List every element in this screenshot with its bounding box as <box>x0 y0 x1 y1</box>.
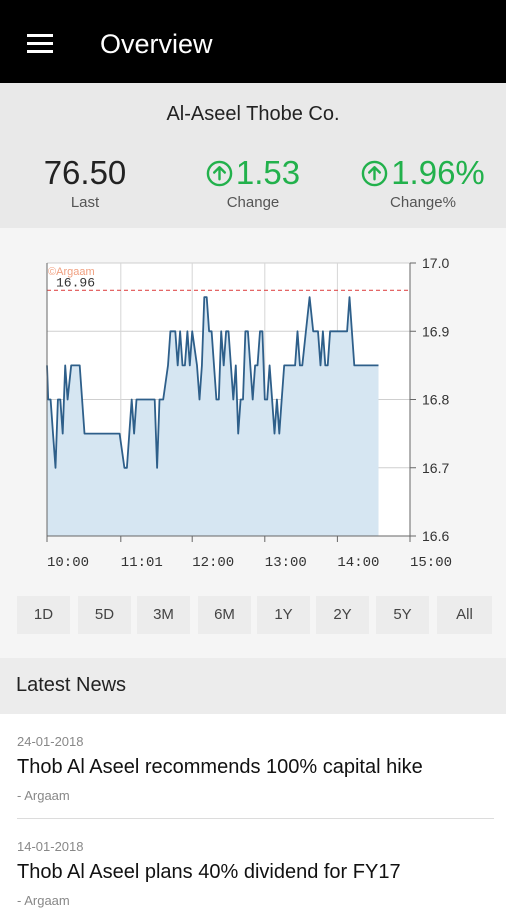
y-tick-label: 17.0 <box>422 255 449 271</box>
change-stat: 1.53 Change <box>178 153 328 211</box>
range-button-all[interactable]: All <box>437 596 492 634</box>
range-button-2y[interactable]: 2Y <box>316 596 369 634</box>
change-value: 1.53 <box>235 154 301 191</box>
price-chart-panel: 17.0 16.9 16.8 16.7 16.6 10:00 11:01 12:00 13:00… <box>0 228 506 658</box>
x-tick-label: 11:01 <box>121 555 163 571</box>
y-tick-label: 16.8 <box>422 392 449 408</box>
y-tick-label: 16.9 <box>422 323 449 339</box>
last-price-stat: 76.50 Last <box>10 153 160 211</box>
change-percent-label: Change% <box>390 194 456 211</box>
quote-summary: Al-Aseel Thobe Co. 76.50 Last 1.53 Chang… <box>0 83 506 228</box>
y-tick-label: 16.7 <box>422 460 449 476</box>
news-title[interactable]: Thob Al Aseel recommends 100% capital hi… <box>17 756 423 778</box>
arrow-up-circle-icon <box>361 160 388 186</box>
company-name: Al-Aseel Thobe Co. <box>166 103 340 125</box>
page-title: Overview <box>100 29 213 59</box>
watermark-text: ©Argaam <box>48 266 95 278</box>
news-title[interactable]: Thob Al Aseel plans 40% dividend for FY1… <box>17 861 401 883</box>
news-date: 24-01-2018 <box>17 734 84 749</box>
x-tick-label: 12:00 <box>192 555 234 571</box>
range-button-1d[interactable]: 1D <box>17 596 70 634</box>
change-percent-stat: 1.96% Change% <box>348 153 498 211</box>
change-label: Change <box>226 194 280 211</box>
divider <box>17 818 494 819</box>
previous-close-label: 16.96 <box>56 275 95 290</box>
price-line <box>46 296 379 469</box>
x-tick-label: 14:00 <box>337 555 379 571</box>
x-tick-label: 15:00 <box>410 555 452 571</box>
latest-news-header: Latest News <box>0 658 506 714</box>
range-button-3m[interactable]: 3M <box>137 596 190 634</box>
x-tick-label: 13:00 <box>265 555 307 571</box>
latest-news-title: Latest News <box>16 674 127 696</box>
intraday-price-chart[interactable]: 17.0 16.9 16.8 16.7 16.6 10:00 11:01 12:00 13:00… <box>0 228 506 588</box>
last-price-label: Last <box>70 194 100 211</box>
range-button-1y[interactable]: 1Y <box>257 596 310 634</box>
last-price-value: 76.50 <box>43 154 127 191</box>
news-item[interactable]: 14-01-2018 Thob Al Aseel plans 40% divid… <box>0 819 506 924</box>
hamburger-menu-icon[interactable] <box>27 34 53 54</box>
arrow-up-circle-icon <box>206 160 233 186</box>
y-tick-label: 16.6 <box>422 528 449 544</box>
x-tick-label: 10:00 <box>47 555 89 571</box>
app-bar: Overview <box>0 0 506 83</box>
price-area <box>47 297 379 536</box>
news-date: 14-01-2018 <box>17 839 84 854</box>
range-button-6m[interactable]: 6M <box>198 596 251 634</box>
range-button-5y[interactable]: 5Y <box>376 596 429 634</box>
change-percent-value: 1.96% <box>391 154 485 191</box>
news-source: - Argaam <box>17 893 70 908</box>
news-item[interactable]: 24-01-2018 Thob Al Aseel recommends 100%… <box>0 714 506 819</box>
news-source: - Argaam <box>17 788 70 803</box>
range-button-5d[interactable]: 5D <box>78 596 131 634</box>
